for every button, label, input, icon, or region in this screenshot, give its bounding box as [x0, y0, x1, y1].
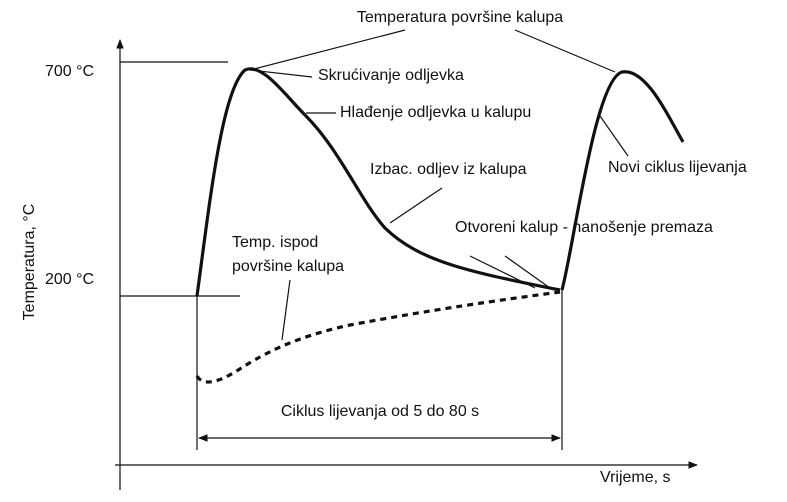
leader: [514, 29, 616, 73]
leader: [281, 279, 291, 341]
leader: [504, 255, 551, 289]
leader: [469, 255, 536, 289]
leader: [389, 187, 443, 224]
y-axis-label: Temperatura, °C: [21, 204, 38, 321]
annotation: Novi ciklus lijevanja: [608, 159, 747, 176]
y-tick-label: 700 °C: [45, 63, 94, 80]
annotation: Otvoreni kalup - nanošenje premaza: [455, 219, 713, 236]
annotation: Temp. ispod: [232, 234, 318, 251]
annotation: Skrućivanje odljevka: [318, 67, 464, 84]
leader: [249, 69, 313, 78]
y-tick-label: 200 °C: [45, 271, 94, 288]
x-axis-label: Vrijeme, s: [600, 469, 671, 486]
leader: [249, 29, 406, 71]
annotation: Ciklus lijevanja od 5 do 80 s: [281, 403, 479, 420]
annotation: površine kalupa: [232, 258, 344, 275]
annotation: Hlađenje odljevka u kalupu: [340, 104, 531, 121]
annotation: Izbac. odljev iz kalupa: [370, 161, 527, 178]
subsurface-curve: [195, 290, 561, 384]
surface-temperature-curve: [195, 67, 561, 297]
title: Temperatura površine kalupa: [357, 9, 563, 26]
leader: [599, 115, 629, 157]
new-cycle-curve: [560, 70, 685, 291]
